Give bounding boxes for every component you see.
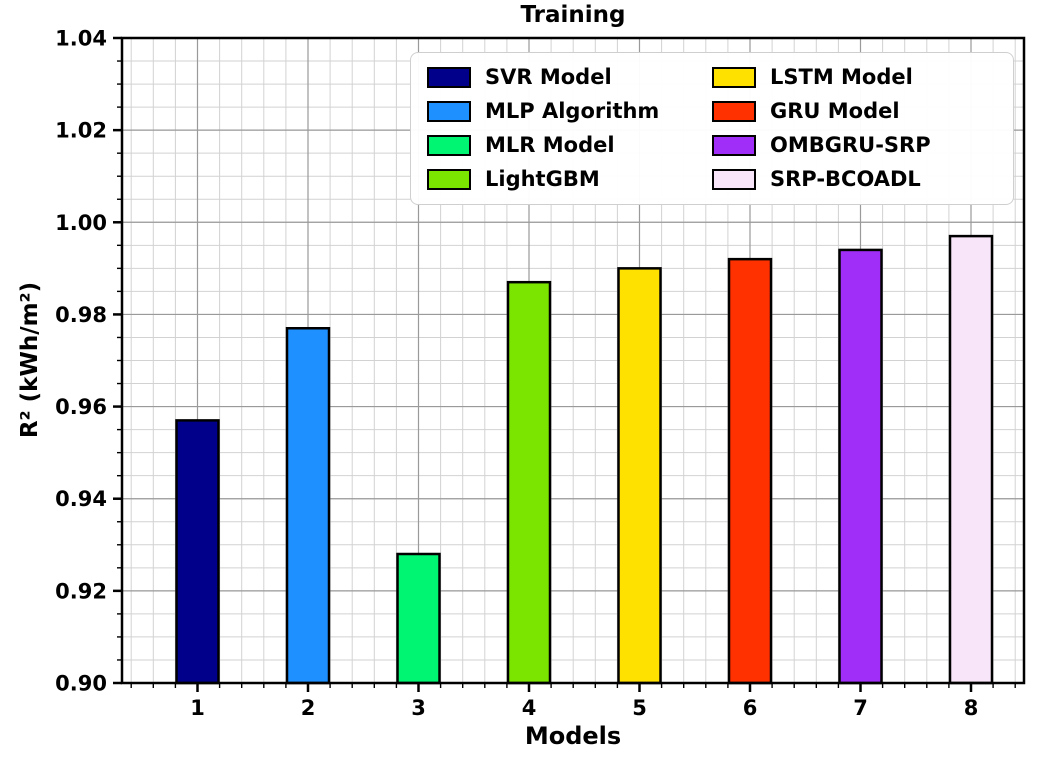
y-tick-label: 1.02 — [55, 119, 107, 143]
legend-label: MLP Algorithm — [485, 99, 660, 124]
y-axis-label: R² (kWh/m²) — [17, 281, 43, 439]
legend-swatch-srp-bcoadl — [712, 168, 756, 190]
legend-label: SVR Model — [485, 65, 612, 90]
bar-lightgbm — [506, 280, 552, 685]
legend-item-srp-bcoadl: SRP-BCOADL — [712, 166, 997, 191]
bar-gru-model — [727, 257, 773, 685]
legend-swatch-ombgru-srp — [712, 134, 756, 156]
bar-lstm-model — [617, 267, 662, 685]
y-tick-label: 0.92 — [55, 579, 107, 603]
x-tick-label: 8 — [964, 696, 979, 720]
legend-label: SRP-BCOADL — [770, 166, 921, 191]
y-tick-label: 1.04 — [55, 27, 107, 51]
legend-item-lightgbm: LightGBM — [427, 166, 712, 191]
x-tick-label: 3 — [411, 696, 426, 720]
legend-swatch-lightgbm — [427, 168, 471, 190]
legend-item-svr-model: SVR Model — [427, 65, 712, 90]
legend-item-lstm-model: LSTM Model — [712, 65, 997, 90]
y-tick-label: 1.00 — [55, 211, 107, 235]
x-axis-label: Models — [524, 722, 622, 750]
x-tick-label: 4 — [522, 696, 537, 720]
legend-swatch-mlr-model — [427, 134, 471, 156]
legend: SVR Model MLP Algorithm MLR Model LightGBM L… — [410, 52, 1014, 205]
legend-swatch-lstm-model — [712, 67, 756, 89]
chart-title: Training — [520, 2, 626, 28]
legend-item-gru-model: GRU Model — [712, 99, 997, 124]
legend-item-mlr-model: MLR Model — [427, 132, 712, 157]
legend-swatch-svr-model — [427, 67, 471, 89]
bar-srp-bcoadl — [948, 234, 994, 685]
legend-item-ombgru-srp: OMBGRU-SRP — [712, 132, 997, 157]
legend-label: MLR Model — [485, 132, 615, 157]
y-tick-label: 0.90 — [55, 672, 107, 696]
legend-label: GRU Model — [770, 99, 900, 124]
bar-mlp-algorithm — [285, 327, 331, 685]
y-tick-label: 0.96 — [55, 395, 107, 419]
legend-label: LightGBM — [485, 166, 600, 191]
legend-swatch-gru-model — [712, 101, 756, 123]
legend-swatch-mlp-algorithm — [427, 101, 471, 123]
x-tick-label: 6 — [743, 696, 758, 720]
y-tick-label: 0.94 — [55, 487, 107, 511]
x-tick-label: 2 — [301, 696, 316, 720]
bar-svr-model — [175, 419, 220, 685]
x-tick-label: 7 — [853, 696, 868, 720]
legend-item-mlp-algorithm: MLP Algorithm — [427, 99, 712, 124]
y-tick-label: 0.98 — [55, 303, 107, 327]
bar-mlr-model — [396, 552, 441, 685]
legend-label: LSTM Model — [770, 65, 913, 90]
legend-label: OMBGRU-SRP — [770, 132, 931, 157]
x-tick-label: 5 — [632, 696, 647, 720]
bar-ombgru-srp — [838, 248, 883, 685]
x-tick-label: 1 — [190, 696, 205, 720]
